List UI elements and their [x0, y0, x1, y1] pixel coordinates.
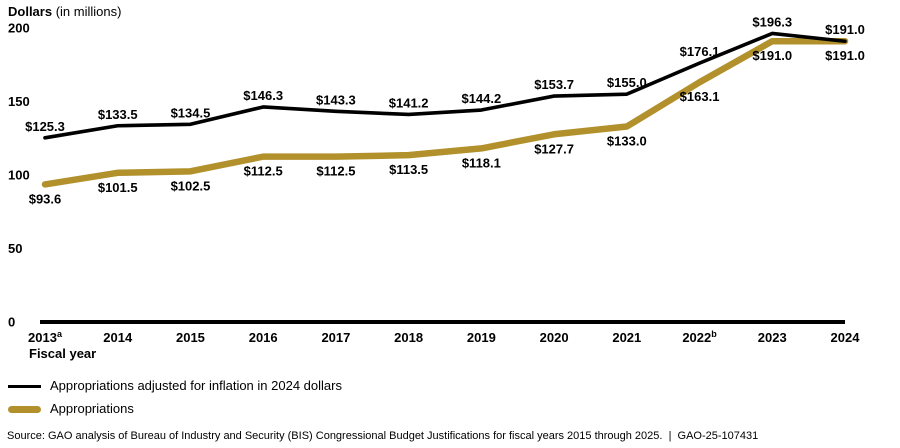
data-point-label: $153.7 — [534, 77, 574, 92]
series-line — [41, 37, 849, 188]
x-tick-label: 2013a — [28, 329, 63, 345]
y-axis-title-bold: Dollars — [8, 4, 53, 19]
x-tick-label: 2020 — [540, 330, 569, 345]
data-point-label: $125.3 — [25, 119, 65, 134]
y-axis-title: Dollars (in millions) — [8, 4, 121, 19]
legend-label-adjusted: Appropriations adjusted for inflation in… — [50, 378, 342, 393]
x-axis-title: Fiscal year — [29, 346, 96, 361]
y-axis-title-units: (in millions) — [52, 4, 122, 19]
black-line-swatch — [8, 384, 41, 388]
series-line — [43, 31, 847, 140]
x-tick-label: 2024 — [831, 330, 861, 345]
source-note: Source: GAO analysis of Bureau of Indust… — [7, 430, 759, 442]
data-point-label: $191.0 — [825, 22, 865, 37]
data-point-label: $143.3 — [316, 92, 356, 107]
data-point-label: $102.5 — [171, 178, 211, 193]
data-point-label: $118.1 — [462, 155, 501, 170]
x-tick-label: 2017 — [321, 330, 350, 345]
y-tick-label: 200 — [8, 21, 30, 36]
data-point-label: $144.2 — [461, 91, 501, 106]
data-point-label: $191.0 — [752, 48, 792, 63]
data-point-label: $191.0 — [825, 48, 865, 63]
data-point-label: $196.3 — [752, 14, 792, 29]
chart-canvas: 0 50 100 150 200 2013a 2014 2015 2016 2017 2018 201… — [8, 14, 865, 361]
data-point-label: $112.5 — [316, 164, 355, 179]
legend: Appropriations adjusted for inflation in… — [8, 379, 342, 416]
data-point-label: $133.0 — [607, 133, 647, 148]
x-tick-label: 2019 — [467, 330, 496, 345]
data-point-label: $127.7 — [534, 141, 574, 156]
legend-item-appropriations: Appropriations — [8, 402, 342, 416]
data-point-label: $101.5 — [98, 180, 138, 195]
x-tick-label: 2015 — [176, 330, 205, 345]
data-point-label: $133.5 — [98, 107, 138, 122]
data-point-label: $93.6 — [29, 191, 62, 206]
y-tick-label: 150 — [8, 94, 30, 109]
y-tick-label: 0 — [8, 315, 15, 330]
x-tick-label: 2014 — [103, 330, 133, 345]
data-point-label: $113.5 — [389, 162, 428, 177]
legend-item-adjusted: Appropriations adjusted for inflation in… — [8, 379, 342, 393]
legend-label-appropriations: Appropriations — [50, 401, 134, 416]
data-point-label: $146.3 — [243, 88, 283, 103]
data-point-label: $155.0 — [607, 75, 647, 90]
x-tick-label: 2016 — [249, 330, 278, 345]
data-point-label: $141.2 — [389, 95, 429, 110]
y-tick-label: 50 — [8, 241, 22, 256]
y-tick-label: 100 — [8, 168, 30, 183]
x-tick-label: 2018 — [394, 330, 423, 345]
data-point-label: $176.1 — [680, 44, 720, 59]
gold-line-swatch — [8, 405, 41, 413]
data-point-label: $112.5 — [244, 164, 283, 179]
x-tick-label: 2022b — [682, 329, 717, 345]
data-point-label: $134.5 — [171, 105, 211, 120]
x-tick-label: 2023 — [758, 330, 787, 345]
x-tick-label: 2021 — [612, 330, 641, 345]
data-point-label: $163.1 — [680, 89, 720, 104]
